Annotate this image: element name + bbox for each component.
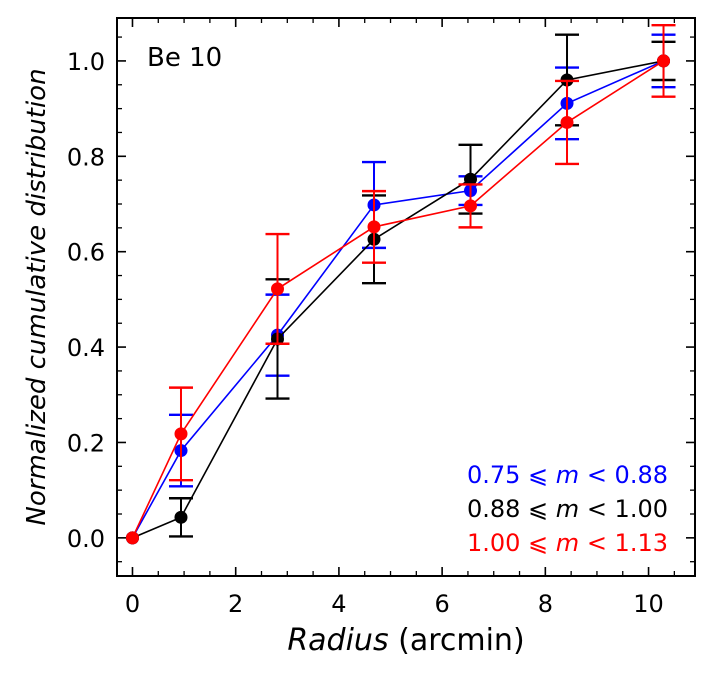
series-layer: [125, 23, 676, 545]
plot-frame: [116, 17, 696, 577]
data-point: [464, 199, 478, 213]
major-ticks: [117, 18, 695, 576]
x-tick-labels: 0 2 4 6 8 10: [125, 590, 664, 618]
legend-entry: 0.88 ⩽ m < 1.00: [467, 495, 668, 523]
legend-variable: m: [556, 461, 579, 489]
y-tick-label: 1.0: [67, 48, 105, 76]
legend-entry: 1.00 ⩽ m < 1.13: [467, 529, 668, 557]
chart-annotation: Be 10: [147, 43, 222, 73]
x-axis-label-plain: (arcmin): [389, 623, 525, 658]
x-tick-label: 0: [125, 590, 140, 618]
data-point: [367, 220, 381, 234]
x-axis-label-italic: Radius: [287, 623, 388, 658]
y-tick-label: 0.0: [67, 525, 105, 553]
x-axis-label: Radius (arcmin): [287, 623, 524, 658]
legend-range-high: < 1.00: [579, 495, 668, 523]
legend-range-high: < 0.88: [579, 461, 668, 489]
legend-range-low: 0.88 ⩽: [467, 495, 556, 523]
y-tick-labels: 0.0 0.2 0.4 0.6 0.8 1.0: [67, 48, 105, 553]
data-point: [464, 172, 478, 186]
x-tick-label: 4: [331, 590, 346, 618]
x-tick-label: 8: [538, 590, 553, 618]
y-tick-label: 0.6: [67, 239, 105, 267]
x-tick-label: 10: [633, 590, 664, 618]
legend-range-high: < 1.13: [579, 529, 668, 557]
data-point: [657, 54, 671, 68]
data-point: [125, 531, 139, 545]
x-tick-label: 2: [228, 590, 243, 618]
data-point: [174, 510, 188, 524]
data-point: [270, 282, 284, 296]
data-point: [560, 115, 574, 129]
data-point: [174, 427, 188, 441]
legend-entry: 0.75 ⩽ m < 0.88: [467, 461, 668, 489]
x-tick-label: 6: [434, 590, 449, 618]
legend: 0.75 ⩽ m < 0.88 0.88 ⩽ m < 1.00 1.00 ⩽ m <…: [467, 461, 668, 557]
series-3: [125, 23, 676, 545]
y-tick-label: 0.8: [67, 143, 105, 171]
legend-variable: m: [556, 529, 579, 557]
y-tick-label: 0.2: [67, 429, 105, 457]
legend-variable: m: [556, 495, 579, 523]
legend-range-low: 1.00 ⩽: [467, 529, 556, 557]
y-tick-label: 0.4: [67, 334, 105, 362]
legend-range-low: 0.75 ⩽: [467, 461, 556, 489]
y-axis-label: Normalized cumulative distribution: [22, 68, 52, 525]
